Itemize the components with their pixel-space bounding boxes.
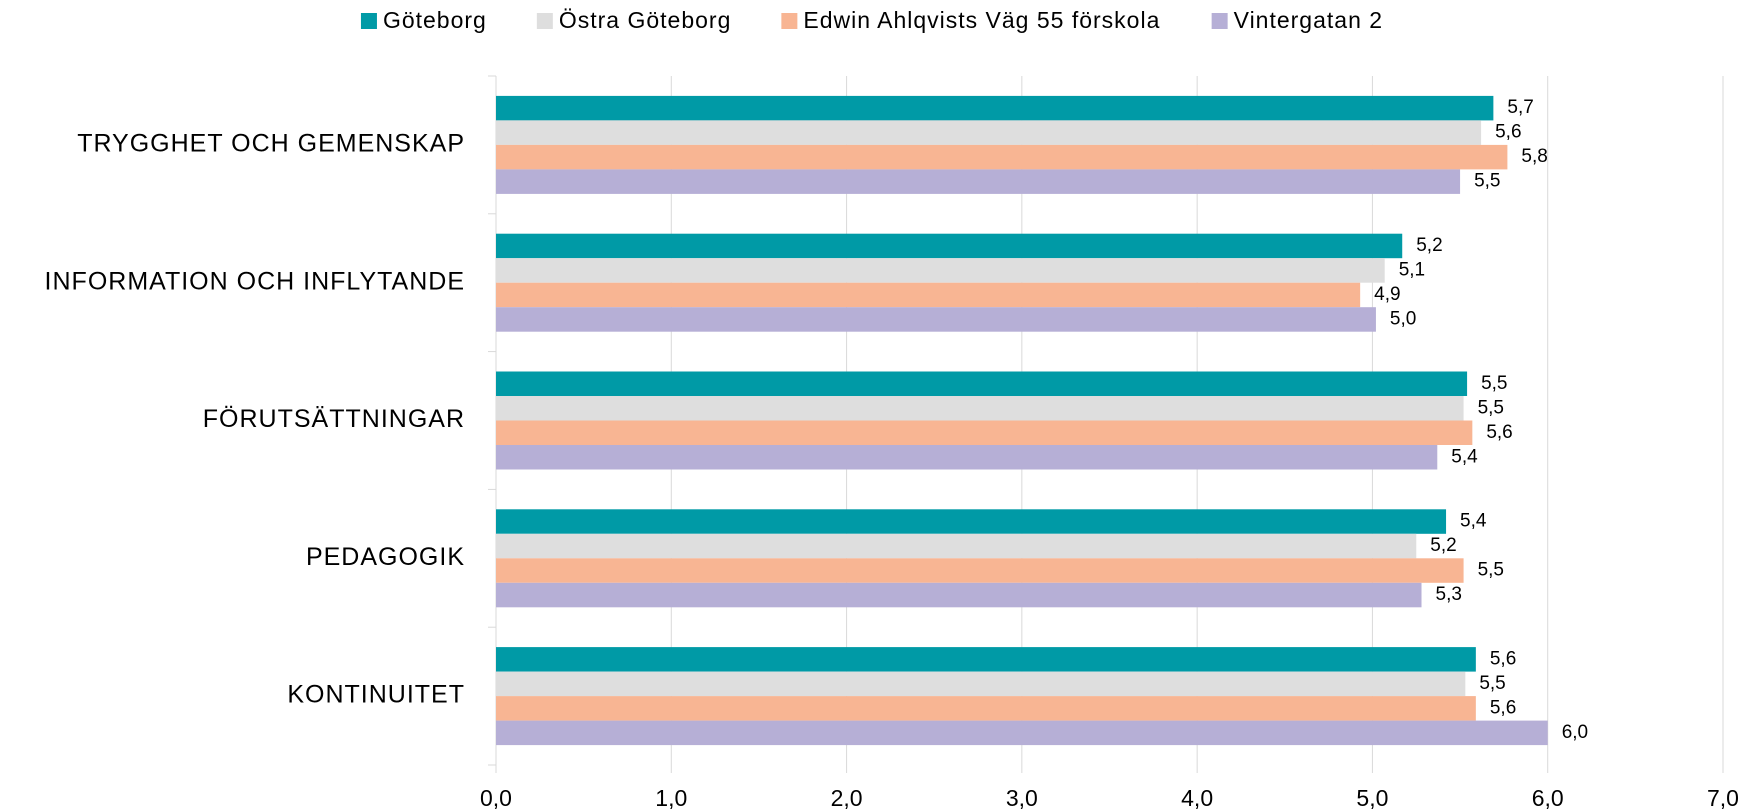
x-tick-label: 0,0 — [480, 785, 512, 811]
legend-label: Edwin Ahlqvists Väg 55 förskola — [803, 7, 1160, 33]
bar — [496, 233, 1403, 259]
bar — [496, 420, 1473, 445]
bar — [496, 647, 1476, 672]
value-label: 5,2 — [1416, 235, 1442, 256]
bar — [496, 558, 1464, 583]
x-tick-label: 6,0 — [1532, 785, 1564, 811]
legend-swatch — [1211, 13, 1228, 29]
bar — [496, 258, 1385, 283]
bar — [496, 720, 1548, 746]
value-label: 5,0 — [1390, 308, 1416, 329]
legend-label: Östra Göteborg — [559, 7, 732, 33]
category-label: TRYGGHET OCH GEMENSKAP — [77, 130, 465, 158]
bar — [496, 307, 1376, 332]
bar — [496, 445, 1438, 470]
value-label: 5,7 — [1507, 97, 1533, 118]
x-tick-label: 4,0 — [1181, 785, 1213, 811]
value-label: 4,9 — [1374, 284, 1400, 305]
value-label: 5,5 — [1481, 373, 1507, 394]
value-label: 5,6 — [1490, 697, 1516, 718]
value-label: 5,5 — [1478, 397, 1504, 418]
bar — [496, 582, 1422, 608]
category-label: KONTINUITET — [287, 681, 465, 709]
bar — [496, 533, 1417, 559]
x-tick-label: 2,0 — [831, 785, 863, 811]
category-label: INFORMATION OCH INFLYTANDE — [45, 267, 465, 295]
x-tick-label: 7,0 — [1707, 785, 1739, 811]
category-label: PEDAGOGIK — [306, 543, 465, 571]
x-tick-label: 1,0 — [655, 785, 687, 811]
value-label: 5,6 — [1495, 122, 1521, 143]
value-label: 5,5 — [1474, 171, 1500, 192]
legend-swatch — [360, 13, 377, 29]
value-label: 5,8 — [1521, 146, 1547, 167]
x-tick-label: 5,0 — [1356, 785, 1388, 811]
value-label: 5,6 — [1490, 648, 1516, 669]
value-label: 5,1 — [1399, 259, 1425, 280]
bar — [496, 144, 1508, 170]
value-label: 5,6 — [1486, 422, 1512, 443]
value-label: 5,2 — [1430, 535, 1456, 556]
bar — [496, 509, 1447, 534]
bar — [496, 169, 1461, 194]
bar — [496, 120, 1482, 145]
value-label: 5,3 — [1436, 584, 1462, 605]
legend-swatch — [781, 13, 798, 29]
bar — [496, 282, 1361, 308]
bar — [496, 95, 1494, 121]
bar — [496, 671, 1466, 697]
bar — [496, 396, 1464, 421]
value-label: 6,0 — [1562, 722, 1588, 743]
bar — [496, 696, 1476, 721]
value-label: 5,4 — [1451, 446, 1478, 467]
bar — [496, 371, 1468, 396]
category-label: FÖRUTSÄTTNINGAR — [203, 405, 465, 433]
legend-label: Göteborg — [383, 7, 487, 33]
legend-label: Vintergatan 2 — [1234, 7, 1383, 33]
value-label: 5,5 — [1479, 673, 1505, 694]
value-label: 5,5 — [1478, 560, 1504, 581]
x-tick-label: 3,0 — [1006, 785, 1038, 811]
legend-swatch — [536, 13, 553, 29]
value-label: 5,4 — [1460, 511, 1487, 532]
